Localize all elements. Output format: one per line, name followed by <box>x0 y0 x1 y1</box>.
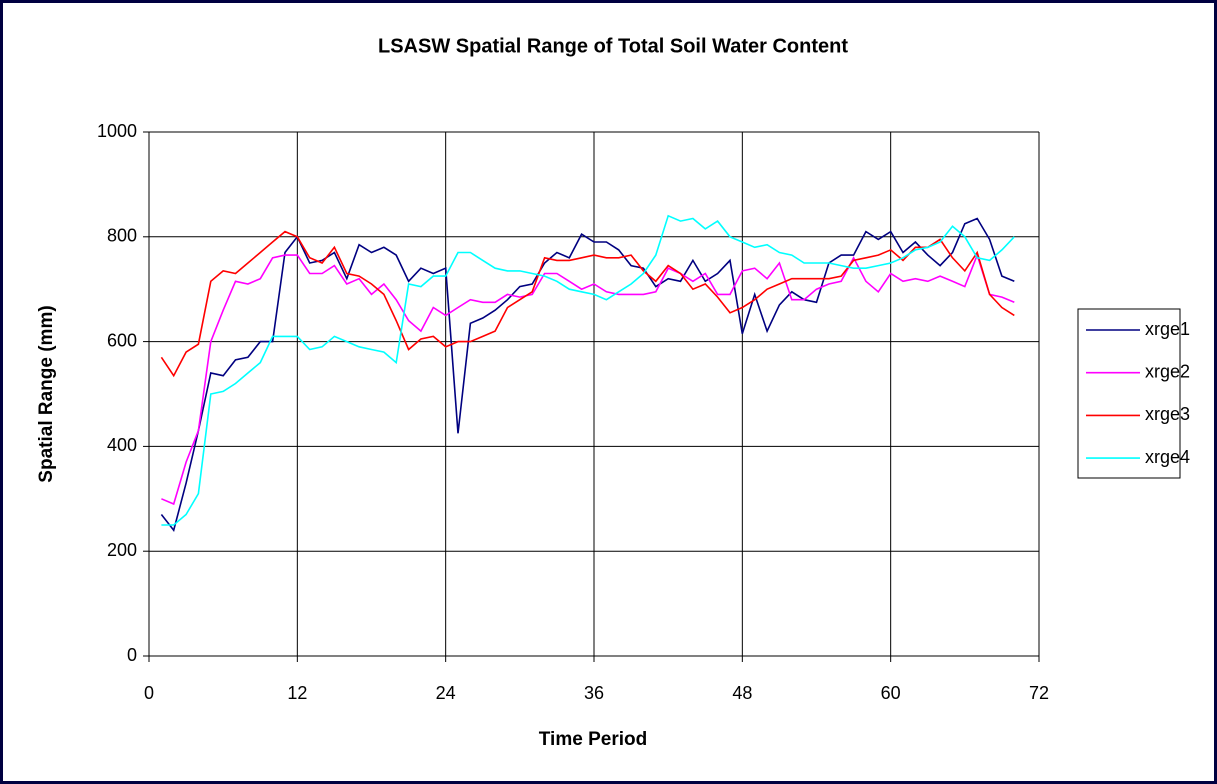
x-tick-label: 48 <box>732 683 752 703</box>
y-tick-label: 200 <box>107 540 137 560</box>
chart-title: LSASW Spatial Range of Total Soil Water … <box>378 35 848 57</box>
legend-label: xrge1 <box>1145 319 1190 339</box>
series-line <box>160 230 1015 378</box>
x-tick-label: 72 <box>1029 683 1049 703</box>
y-tick-label: 0 <box>127 645 137 665</box>
y-tick-label: 600 <box>107 330 137 350</box>
legend-label: xrge4 <box>1145 447 1190 467</box>
x-axis-title: Time Period <box>539 729 647 750</box>
x-tick-label: 36 <box>584 683 604 703</box>
x-tick-label: 24 <box>436 683 456 703</box>
legend-label: xrge2 <box>1145 361 1190 381</box>
y-tick-label: 400 <box>107 435 137 455</box>
x-tick-label: 0 <box>144 683 154 703</box>
series-line <box>161 214 1015 526</box>
series-line <box>161 252 1015 506</box>
legend <box>1077 308 1181 479</box>
y-tick-label: 1000 <box>97 121 137 141</box>
legend-label: xrge3 <box>1145 404 1190 424</box>
x-tick-label: 12 <box>287 683 307 703</box>
y-axis-title: Spatial Range (mm) <box>36 305 57 482</box>
y-tick-label: 800 <box>107 226 137 246</box>
x-tick-label: 60 <box>881 683 901 703</box>
series-line <box>160 217 1015 532</box>
